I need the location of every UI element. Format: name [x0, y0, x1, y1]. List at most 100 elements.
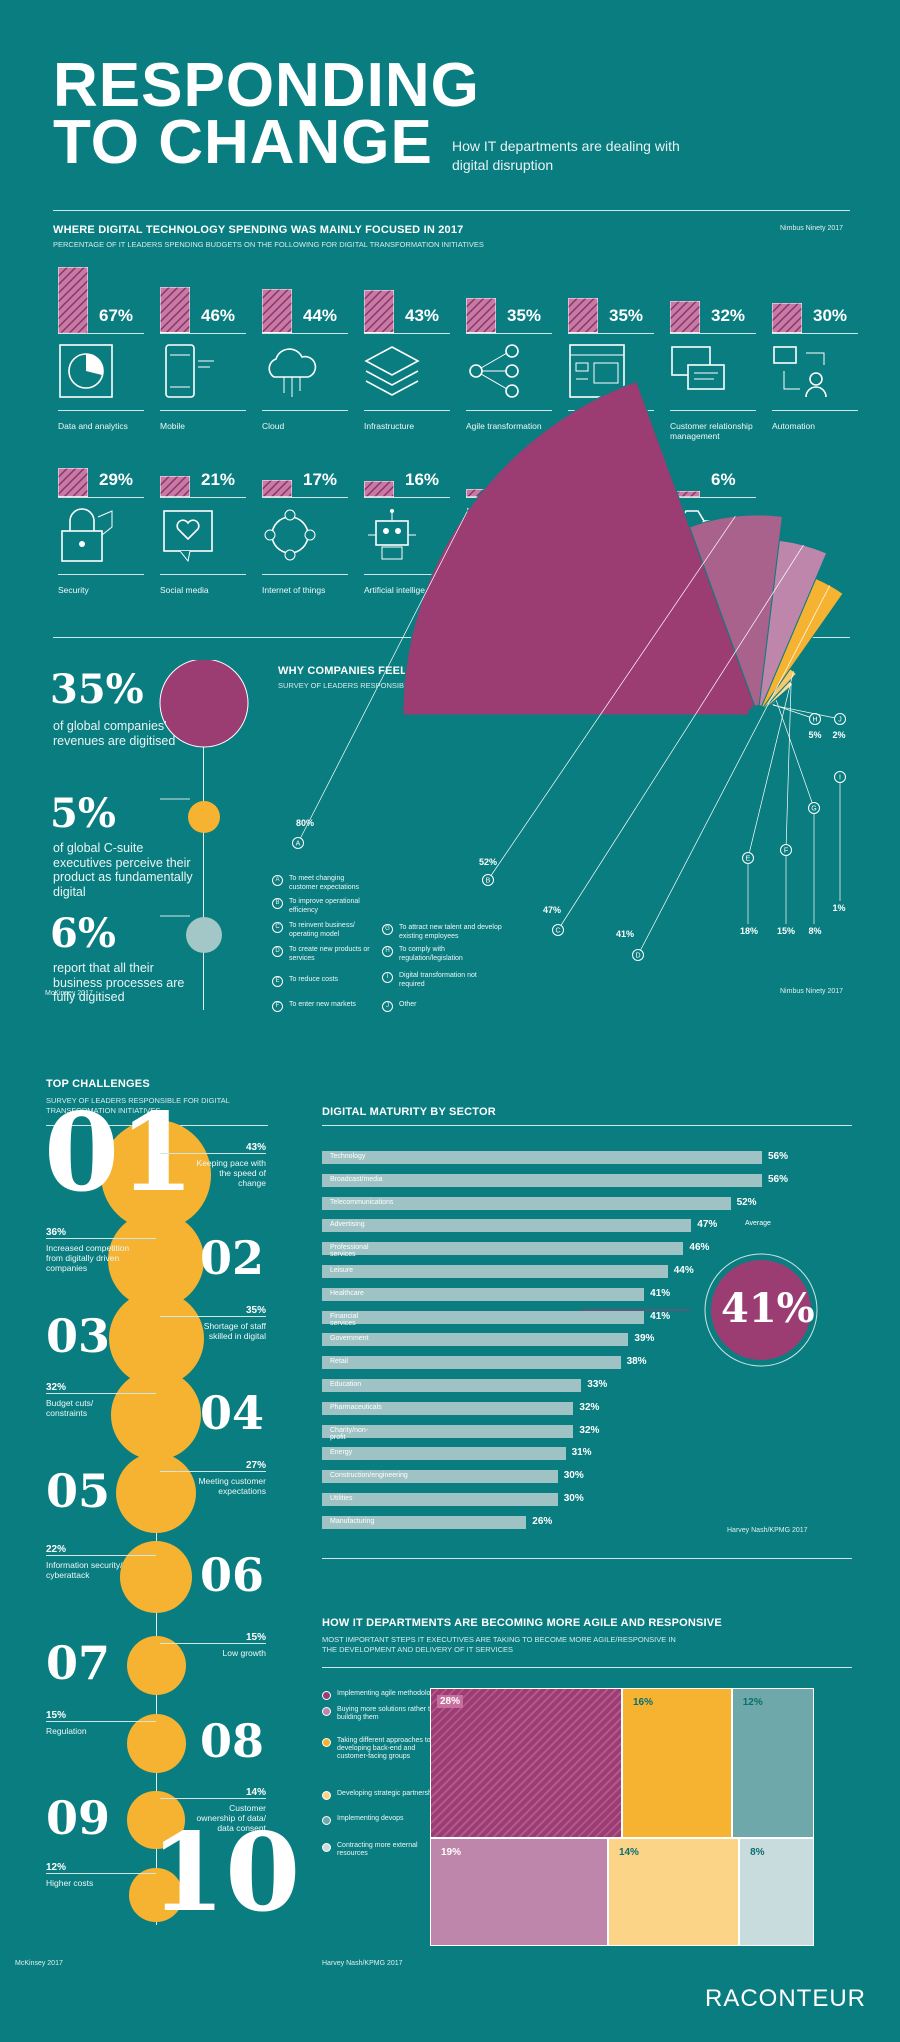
spending-baseline: [58, 574, 144, 575]
spending-label: Agile transformation: [466, 421, 542, 431]
why-legend-item: I Digital transformation not required: [382, 972, 512, 989]
agile-legend-label: Contracting more external resources: [337, 1842, 418, 1857]
challenge-leader-line: [46, 1555, 156, 1556]
why-badge-j: [834, 713, 846, 725]
maturity-title: DIGITAL MATURITY BY SECTOR: [322, 1106, 496, 1118]
why-legend-item: D To create new products or services: [272, 946, 382, 963]
why-legend-item: B To improve operational efficiency: [272, 898, 382, 915]
maturity-sector-label: Healthcare: [330, 1289, 364, 1297]
maturity-sector-label: Construction/engineering: [330, 1472, 408, 1480]
challenge-pct: 43%: [245, 1142, 266, 1153]
spending-baseline: [262, 333, 348, 334]
why-legend-item: H To comply with regulation/legislation: [382, 946, 512, 963]
maturity-sector-label: Manufacturing: [330, 1517, 375, 1525]
maturity-value: 56%: [768, 1173, 789, 1185]
spending-pct: 21%: [201, 470, 236, 489]
why-badge-b: [482, 874, 494, 886]
legend-badge: C: [272, 922, 283, 933]
why-badge-letter: J: [838, 717, 842, 724]
stat-circle-35: [159, 660, 249, 748]
spending-label: Artificial intelligence: [364, 585, 439, 595]
maturity-value: 32%: [579, 1424, 600, 1436]
robot-icon: [368, 509, 416, 560]
why-badge-c: [552, 924, 564, 936]
title-line-2: TO CHANGE: [53, 108, 433, 177]
why-badge-letter: G: [811, 806, 816, 813]
mobile-icon: [165, 344, 214, 398]
spending-pct: 46%: [201, 306, 236, 325]
maturity-value: 26%: [532, 1515, 553, 1527]
challenge-number: 04: [200, 1386, 265, 1440]
maturity-value: 30%: [563, 1493, 584, 1504]
challenge-circle: [126, 1713, 186, 1773]
spending-baseline: [262, 574, 348, 575]
stat-big-3: 6%: [50, 910, 116, 957]
why-pct: 41%: [616, 929, 634, 939]
why-pct: 80%: [296, 818, 314, 828]
maturity-bar: [322, 1401, 574, 1415]
api-window-icon: [569, 344, 625, 398]
agile-legend-label: Implementing agile methodologies: [337, 1690, 444, 1697]
iot-icon: [264, 509, 316, 561]
spending-pct: 32%: [711, 306, 746, 325]
spending-baseline: [364, 410, 450, 411]
maturity-bar: [322, 1151, 762, 1164]
spending-label: Mobile: [160, 421, 186, 431]
challenge-pct: 35%: [245, 1305, 266, 1316]
title-line-1: RESPONDING: [53, 51, 480, 120]
why-badge-d: [632, 949, 644, 961]
legend-badge: E: [272, 976, 283, 987]
challenge-number: 10: [150, 1810, 301, 1936]
stat-text-1: of global companies' revenues are digiti…: [53, 719, 176, 748]
spending-bar: [160, 476, 190, 497]
spending-label: Social media: [160, 585, 209, 595]
divider: [53, 210, 850, 211]
spending-pct: 29%: [99, 470, 134, 489]
challenge-pct: 32%: [46, 1382, 67, 1393]
maturity-value: 56%: [768, 1151, 789, 1162]
challenge-label: Budget cuts/ constraints: [46, 1398, 94, 1418]
divider: [322, 1667, 852, 1668]
stat-circle-6: [186, 917, 222, 953]
legend-label: To attract new talent and develop existi…: [399, 924, 502, 940]
maturity-sector-label: Advertising: [330, 1221, 365, 1229]
challenge-pct: 36%: [46, 1227, 67, 1238]
legend-label: To improve operational efficiency: [289, 898, 360, 914]
why-pct: 2%: [832, 730, 845, 740]
maturity-sector-label: Financial services: [330, 1312, 359, 1327]
maturity-average-value: 41%: [721, 1285, 815, 1332]
spending-bar: [364, 481, 394, 497]
automation-icon: [773, 346, 827, 398]
legend-badge: A: [272, 875, 283, 886]
agile-source: Harvey Nash/KPMG 2017: [322, 1960, 403, 1967]
challenges-subtitle: SURVEY OF LEADERS RESPONSIBLE FOR DIGITA…: [46, 1096, 230, 1115]
cloud-icon: [268, 348, 317, 397]
page-subtitle: How IT departments are dealing with digi…: [452, 138, 680, 173]
why-legend-item: J Other: [382, 1001, 512, 1012]
why-badge-letter: H: [812, 717, 817, 724]
maturity-bar: [322, 1447, 566, 1461]
legend-label: To meet changing customer expectations: [289, 875, 360, 891]
why-badge-i: [834, 771, 846, 783]
legend-label: Digital transformation not required: [399, 972, 477, 988]
agile-cell-value: 14%: [618, 1846, 639, 1858]
why-leader-line: [773, 704, 841, 720]
legend-label: To create new products or services: [289, 946, 370, 962]
challenge-circle: [115, 1452, 197, 1534]
agile-legend-dot: [322, 1816, 331, 1825]
why-badge-h: [809, 713, 821, 725]
agile-legend-label: Developing strategic partnerships: [337, 1790, 441, 1797]
maturity-sector-label: Education: [330, 1381, 362, 1388]
agile-legend-dot: [322, 1843, 331, 1852]
spending-baseline: [160, 333, 246, 334]
agile-cell: 8%: [739, 1837, 814, 1946]
maturity-bar: [322, 1196, 731, 1210]
legend-badge: D: [272, 946, 283, 957]
why-legend-item: C To reinvent business/ operating model: [272, 922, 382, 939]
maturity-value: 52%: [736, 1196, 757, 1208]
maturity-value: 46%: [689, 1242, 710, 1254]
challenge-circle: [111, 1370, 201, 1460]
divider: [322, 1125, 852, 1126]
maturity-sector-label: Charity/non-profit: [330, 1426, 369, 1441]
challenge-circle: [101, 1120, 211, 1230]
